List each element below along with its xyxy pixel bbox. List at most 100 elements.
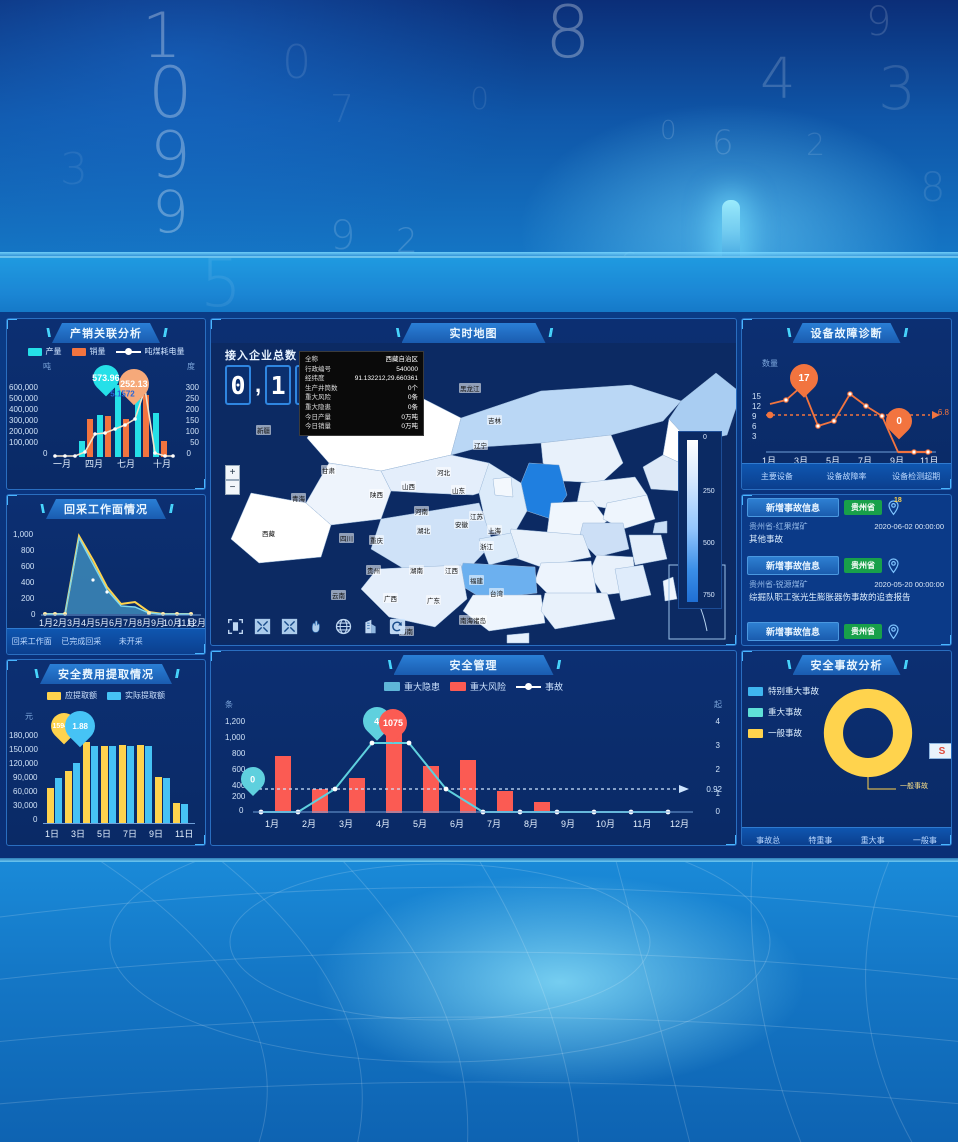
bar-sales[interactable] (143, 395, 149, 457)
collapse-icon[interactable] (279, 616, 299, 636)
china-map-icon[interactable] (211, 343, 737, 644)
footer-cell: 特重事 (794, 830, 846, 845)
legend-safety-management: 重大隐患 重大风险 事故 (211, 680, 736, 693)
bar-actual[interactable] (163, 778, 170, 823)
legend-item-extreme[interactable]: 特别重大事故 (748, 685, 819, 697)
bar-due[interactable] (83, 742, 90, 823)
bar-output[interactable] (115, 385, 121, 457)
bar-sales[interactable] (105, 416, 111, 457)
bar-due[interactable] (137, 745, 144, 823)
tooltip-value: 0万吨 (401, 413, 418, 421)
bar-sales[interactable] (161, 441, 167, 457)
x-tick: 11日 (175, 829, 194, 839)
map-zoom-controls[interactable]: + − (225, 465, 240, 495)
panel-production-sales: \\ 产销关联分析 // 产量 销量 吨煤耗电量 吨 度 600,000 500… (6, 318, 206, 490)
bar-major-risk[interactable] (349, 778, 365, 813)
bar-actual[interactable] (109, 746, 116, 823)
new-accident-button[interactable]: 新增事故信息 (747, 498, 840, 517)
globe-icon[interactable] (333, 616, 353, 636)
panel-title-text: 安全事故分析 (793, 655, 901, 675)
province-tag: 贵州省 (844, 624, 883, 639)
bar-due[interactable] (65, 771, 72, 823)
colorbar-tick: 0 (703, 434, 707, 441)
bar-due[interactable] (119, 745, 126, 823)
location-pin-icon[interactable]: 18 (887, 497, 902, 516)
accident-card[interactable]: 新增事故信息 贵州省 (742, 619, 951, 644)
zoom-in-button[interactable]: + (225, 465, 240, 480)
bar-due[interactable] (101, 746, 108, 823)
map-toolbar[interactable] (219, 613, 413, 639)
y-axis-unit-left: 条 (225, 700, 233, 709)
location-pin-icon[interactable] (887, 623, 900, 640)
chart-safety-management: 条 起 1,200 1,000 800 600 400 200 0 4 3 2 … (211, 693, 736, 845)
bar-due[interactable] (173, 803, 180, 823)
legend-item[interactable]: 重大隐患 (383, 680, 440, 693)
legend-item-major[interactable]: 重大事故 (748, 706, 802, 718)
y-tick: 0 (31, 610, 36, 619)
bg-digit: 3 (60, 144, 88, 195)
panel-title-bar: \\ 设备故障诊断 // (742, 322, 951, 344)
legend-item[interactable]: 事故 (516, 680, 563, 693)
map-canvas[interactable]: 黑龙江内蒙古吉林辽宁新疆甘肃河北山西山东陕西河南青海西藏四川重庆湖北安徽上海江苏… (211, 343, 736, 645)
bar-sales[interactable] (123, 419, 129, 457)
province-label: 湖北 (416, 525, 431, 535)
x-tick: 7月 (858, 456, 873, 466)
y-tick-right: 200 (185, 405, 199, 414)
bar-actual[interactable] (181, 804, 188, 823)
bar-actual[interactable] (91, 746, 98, 823)
bar-output[interactable] (135, 399, 141, 457)
select-area-icon[interactable] (225, 616, 245, 636)
new-accident-button[interactable]: 新增事故信息 (747, 556, 840, 575)
y-tick: 6 (752, 422, 757, 431)
bar-actual[interactable] (127, 746, 134, 823)
bar-major-risk[interactable] (423, 766, 439, 813)
zoom-out-button[interactable]: − (225, 480, 240, 495)
y-tick-right: 3 (715, 741, 720, 750)
legend-item[interactable]: 应提取额 (47, 690, 97, 701)
bar-sales[interactable] (87, 419, 93, 457)
refresh-icon[interactable] (387, 616, 407, 636)
hand-pan-icon[interactable] (306, 616, 326, 636)
tooltip-key: 今日销量 (305, 423, 331, 431)
y-tick-left: 1,200 (225, 717, 246, 726)
bar-chart-icon[interactable] (360, 616, 380, 636)
bar-actual[interactable] (145, 746, 152, 823)
tooltip-value: 0条 (407, 394, 418, 402)
bar-output[interactable] (79, 441, 85, 457)
province-label: 陕西 (369, 489, 384, 499)
accident-meta: 贵州省-锐源煤矿 2020-05-20 00:00:00 (749, 579, 944, 590)
legend-item[interactable]: 销量 (71, 346, 106, 357)
expand-icon[interactable] (252, 616, 272, 636)
bar-major-risk[interactable] (497, 791, 513, 813)
bar-major-risk[interactable] (275, 756, 291, 813)
accident-card-header: 新增事故信息 贵州省 18 (742, 495, 951, 520)
legend-item[interactable]: 吨煤耗电量 (115, 346, 185, 357)
legend-item-general[interactable]: 一般事故 (748, 727, 802, 739)
location-pin-icon[interactable] (887, 557, 900, 574)
legend-item[interactable]: 实际提取额 (107, 690, 165, 701)
footer-cell: 设备故障率 (812, 466, 882, 484)
donut-chart[interactable] (820, 685, 916, 781)
panel-title-bar: \\ 安全事故分析 // (742, 654, 951, 676)
new-accident-button[interactable]: 新增事故信息 (747, 622, 840, 641)
legend-item[interactable]: 产量 (27, 346, 62, 357)
province-label: 南海诸岛 (459, 615, 487, 625)
bar-major-risk[interactable] (386, 728, 402, 813)
footer-key: 事故总 (756, 836, 781, 845)
bar-due[interactable] (47, 788, 54, 823)
bar-actual[interactable] (55, 778, 62, 823)
title-decor-left: \\ (46, 326, 51, 340)
bar-major-risk[interactable] (534, 802, 550, 813)
panel-title-text: 设备故障诊断 (793, 323, 901, 343)
bar-output[interactable] (153, 413, 159, 457)
bar-due[interactable] (155, 777, 162, 823)
kpi-digit: 0 (225, 365, 251, 405)
accident-card[interactable]: 新增事故信息 贵州省 贵州省-锐源煤矿 2020-05-20 00:00:00 … (742, 553, 951, 606)
legend-item[interactable]: 重大风险 (449, 680, 506, 693)
bar-output[interactable] (97, 415, 103, 457)
bar-actual[interactable] (73, 763, 80, 823)
accident-card[interactable]: 新增事故信息 贵州省 18 贵州省-红果煤矿 2020-06-02 00:00:… (742, 495, 951, 548)
y-tick-right: 300 (185, 383, 199, 392)
side-badge[interactable]: S (929, 743, 951, 759)
title-decor-right: // (548, 326, 554, 340)
